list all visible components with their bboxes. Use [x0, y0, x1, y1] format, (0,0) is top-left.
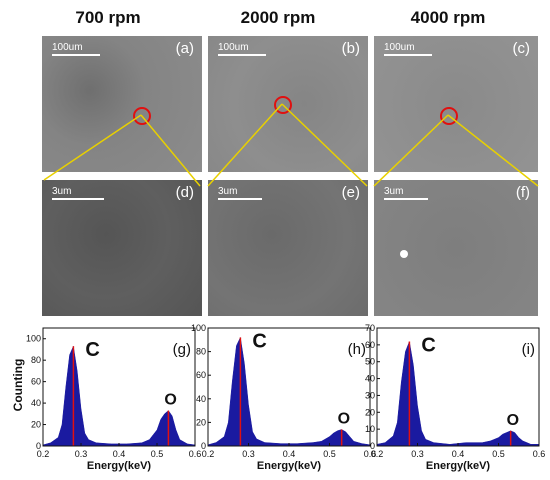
- x-tick-label: 0.4: [452, 449, 465, 459]
- y-tick-label: 60: [196, 370, 206, 380]
- panel-label: (g): [173, 341, 191, 358]
- scale-bar: 3um: [384, 186, 428, 200]
- spectrum-area: [376, 340, 540, 447]
- y-tick-label: 20: [365, 407, 375, 417]
- x-tick-label: 0.4: [113, 449, 126, 459]
- panel-label: (b): [341, 40, 360, 57]
- header-4000rpm: 4000 rpm: [410, 8, 486, 27]
- header-700rpm: 700 rpm: [75, 8, 141, 27]
- y-tick-label: 0: [370, 441, 375, 451]
- y-tick-label: 0: [201, 441, 206, 451]
- y-tick-label: 0: [36, 441, 41, 451]
- y-tick-label: 100: [191, 323, 206, 333]
- x-tick-label: 0.3: [75, 449, 88, 459]
- x-axis-label: Energy(keV): [87, 460, 152, 472]
- peak-label-o: O: [164, 392, 176, 409]
- panel-label: (e): [341, 184, 360, 201]
- panel-label: (h): [348, 341, 366, 358]
- y-tick-label: 60: [31, 377, 41, 387]
- y-tick-label: 30: [365, 390, 375, 400]
- y-tick-label: 20: [196, 417, 206, 427]
- y-tick-label: 20: [31, 420, 41, 430]
- scale-bar: 3um: [218, 186, 262, 200]
- panel-label: (d): [175, 184, 194, 201]
- x-axis-label: Energy(keV): [257, 460, 322, 472]
- peak-label-c: C: [85, 339, 99, 361]
- x-tick-label: 0.2: [371, 449, 384, 459]
- x-axis-label: Energy(keV): [426, 460, 491, 472]
- scale-bar: 100um: [384, 42, 432, 56]
- sem-panel-e: 3um (e): [208, 180, 368, 316]
- panel-label: (f): [515, 184, 530, 201]
- y-tick-label: 70: [365, 323, 375, 333]
- peak-label-o: O: [338, 410, 350, 427]
- x-tick-label: 0.6: [533, 449, 546, 459]
- x-tick-label: 0.5: [151, 449, 164, 459]
- y-tick-label: 60: [365, 340, 375, 350]
- scale-bar: 3um: [52, 186, 104, 200]
- peak-label-c: C: [252, 330, 266, 352]
- peak-label-o: O: [507, 412, 519, 429]
- peak-label-c: C: [421, 334, 435, 356]
- y-tick-label: 40: [196, 394, 206, 404]
- x-tick-label: 0.6: [189, 449, 202, 459]
- sem-panel-d: 3um (d): [42, 180, 202, 316]
- x-tick-label: 0.2: [37, 449, 50, 459]
- y-tick-label: 100: [26, 334, 41, 344]
- y-tick-label: 40: [365, 374, 375, 384]
- panel-label: (i): [522, 341, 535, 358]
- x-tick-label: 0.3: [242, 449, 255, 459]
- y-tick-label: 50: [365, 357, 375, 367]
- x-tick-label: 0.6: [364, 449, 377, 459]
- y-tick-label: 10: [365, 424, 375, 434]
- x-tick-label: 0.5: [323, 449, 336, 459]
- y-tick-label: 80: [196, 347, 206, 357]
- header-2000rpm: 2000 rpm: [240, 8, 316, 27]
- spectrum-area: [207, 336, 371, 447]
- x-tick-label: 0.3: [411, 449, 424, 459]
- particle-dot: [400, 250, 408, 258]
- y-tick-label: 40: [31, 398, 41, 408]
- x-tick-label: 0.2: [202, 449, 215, 459]
- x-tick-label: 0.4: [283, 449, 296, 459]
- panel-label: (a): [175, 40, 194, 57]
- scale-bar: 100um: [52, 42, 100, 56]
- sem-panel-f: 3um (f): [374, 180, 538, 316]
- x-tick-label: 0.5: [492, 449, 505, 459]
- panel-label: (c): [512, 40, 531, 57]
- scale-bar: 100um: [218, 42, 266, 56]
- y-tick-label: 80: [31, 355, 41, 365]
